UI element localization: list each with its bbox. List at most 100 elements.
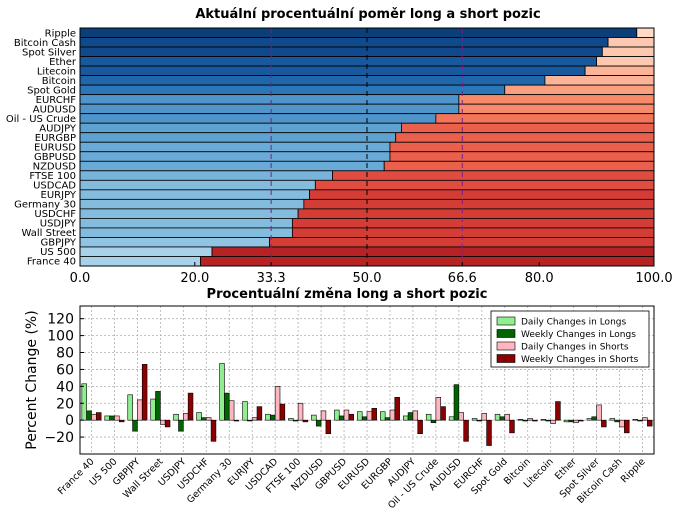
y-tick-label: 120 [47,312,74,328]
change-bar [247,419,253,422]
change-bar [563,419,570,423]
long-bar [79,179,316,191]
ratio-category-label: GBPUSD [34,152,76,163]
change-bar [325,419,332,435]
x-tick-label: 0.0 [70,271,91,286]
ratio-chart: Aktuální procentuální poměr long a short… [6,7,673,286]
long-bar [79,208,299,219]
ratio-category-label: Litecoin [37,66,76,77]
change-bar [481,413,487,421]
legend-label: Daily Changes in Shorts [521,343,629,353]
change-bar [380,411,386,421]
change-bar [118,419,125,423]
long-bar [79,170,333,181]
y-tick-label: 20 [56,396,74,412]
change-bar [624,419,630,434]
short-bar [544,75,655,86]
change-bar [297,402,304,421]
ratio-category-label: Wall Street [22,228,77,239]
short-bar [636,27,655,38]
change-bar [601,419,607,428]
short-bar [596,56,655,67]
legend-box [490,310,650,368]
change-bar [104,415,110,421]
short-bar [389,141,655,153]
change-bar [642,417,648,421]
short-bar [200,256,655,267]
long-bar [79,217,293,229]
change-bar [274,386,281,421]
change-bar [430,419,437,424]
change-bar [224,392,230,421]
change-bar [109,415,115,421]
change-bar [201,417,207,421]
change-bar [155,391,161,421]
change-bar [545,419,551,422]
change-bar [596,404,602,421]
y-tick-label: 60 [56,362,74,378]
legend-label: Weekly Changes in Shorts [521,355,639,365]
ratio-category-label: Germany 30 [14,200,76,211]
short-bar [458,94,655,105]
change-bar [91,413,97,421]
change-bar [173,413,179,421]
ratio-category-label: USDCAD [33,181,76,192]
long-bar [79,75,546,86]
change-bar [164,419,171,428]
change-bar [127,394,133,421]
change-bar [343,409,350,421]
change-bar [384,417,391,421]
short-bar [291,217,655,229]
change-bar [555,401,561,421]
change-bar [522,419,529,422]
change-bar [394,397,400,421]
legend-swatch [496,354,516,363]
change-bar [402,415,409,421]
change-bar [532,419,538,422]
change-bar [458,412,464,421]
x-tick-label: 33.3 [257,271,286,286]
change-bar [183,413,189,421]
change-chart-y-axis-label: Percent Change (%) [24,310,40,449]
change-bar [302,419,309,423]
change-bar [412,410,419,421]
long-bar [79,160,385,172]
change-bar [160,419,166,425]
ratio-category-label: France 40 [27,257,76,268]
change-bar [494,413,501,421]
change-bar [150,398,156,421]
legend: Daily Changes in Longs Weekly Changes in … [490,310,650,368]
change-bar [348,413,354,421]
y-tick-label: 40 [56,379,74,395]
long-bar [79,141,391,153]
change-bar [265,413,271,421]
change-chart: Procentuální změna long a short pozic 12… [24,287,655,511]
long-bar [79,151,391,162]
change-bar [417,419,423,435]
change-bar [320,410,327,421]
change-bar [619,419,625,428]
change-bar [476,419,483,422]
ratio-category-label: USDCHF [34,209,76,220]
change-bar [517,419,524,421]
long-bar [79,65,586,77]
change-bar [251,417,258,421]
short-bar [395,132,655,143]
ratio-category-label: EURUSD [34,143,76,154]
change-bar [338,415,345,421]
change-bar [292,419,299,422]
change-bar [540,419,547,421]
y-tick-label: 100 [47,329,74,345]
short-bar [303,198,655,210]
short-bar [314,179,655,191]
change-bar [527,418,533,421]
change-bar [196,412,202,421]
short-bar [332,170,655,181]
change-bar [573,419,579,424]
long-bar [79,246,213,257]
short-bar [389,151,655,162]
ratio-category-label: Spot Silver [22,47,77,58]
change-bar [178,419,184,432]
short-bar [211,246,655,257]
change-bar [96,412,102,421]
